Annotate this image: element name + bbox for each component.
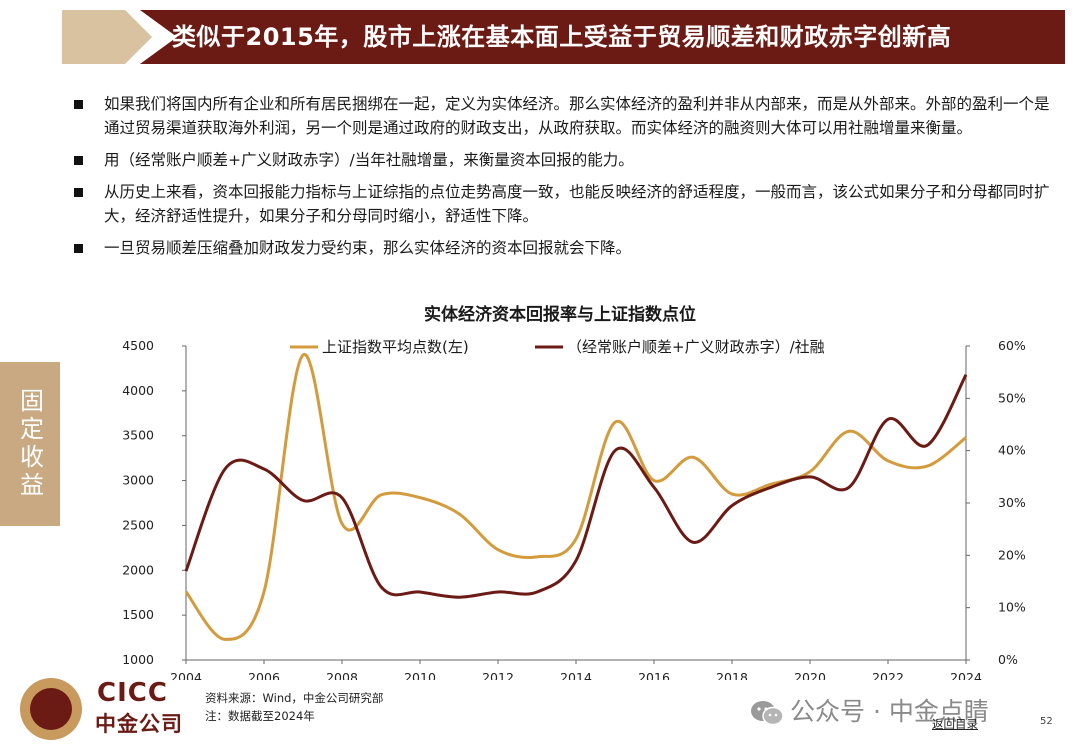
logo-text-cn: 中金公司 xyxy=(95,712,183,736)
x-tick-label: 2020 xyxy=(794,670,826,680)
y-right-tick-label: 30% xyxy=(998,495,1026,510)
watermark: 公众号 · 中金点睛 xyxy=(750,692,989,728)
bullet-text: 一旦贸易顺差压缩叠加财政发力受约束，那么实体经济的资本回报就会下降。 xyxy=(104,239,632,257)
bullet-item: 一旦贸易顺差压缩叠加财政发力受约束，那么实体经济的资本回报就会下降。 xyxy=(70,236,1060,260)
logo-text-en: CICC xyxy=(97,678,168,708)
header-accent-shape xyxy=(62,10,152,64)
bullet-square-icon xyxy=(74,188,83,197)
watermark-text: 公众号 · 中金点睛 xyxy=(790,697,989,726)
bullet-text: 从历史上来看，资本回报能力指标与上证综指的点位走势高度一致，也能反映经济的舒适程… xyxy=(104,183,1050,225)
chart-source-notes: 资料来源：Wind，中金公司研究部 注：数据截至2024年 xyxy=(205,689,383,725)
line-chart: 1000 1500 2000 2500 3000 3500 4000 4500 0% 10% 20%… xyxy=(122,338,1026,680)
x-tick-label: 2024 xyxy=(950,670,982,680)
y-left-tick-label: 3000 xyxy=(122,473,154,488)
x-tick-label: 2006 xyxy=(248,670,280,680)
y-right-tick-label: 60% xyxy=(998,338,1026,353)
chart-title: 实体经济资本回报率与上证指数点位 xyxy=(424,305,696,325)
section-side-tab-label: 固定收益 xyxy=(15,388,44,500)
bullet-text: 用（经常账户顺差+广义财政赤字）/当年社融增量，来衡量资本回报的能力。 xyxy=(104,151,634,169)
x-tick-label: 2010 xyxy=(404,670,436,680)
bullet-square-icon xyxy=(74,244,83,253)
series-line-2 xyxy=(184,374,968,599)
bullet-item: 用（经常账户顺差+广义财政赤字）/当年社融增量，来衡量资本回报的能力。 xyxy=(70,148,1060,172)
y-right-tick-label: 0% xyxy=(998,652,1018,667)
bullet-square-icon xyxy=(74,100,83,109)
bullet-item: 如果我们将国内所有企业和所有居民捆绑在一起，定义为实体经济。那么实体经济的盈利并… xyxy=(70,92,1060,140)
bullet-list: 如果我们将国内所有企业和所有居民捆绑在一起，定义为实体经济。那么实体经济的盈利并… xyxy=(70,92,1060,268)
back-to-contents-link[interactable]: 返回目录 xyxy=(932,717,978,731)
bullet-text: 如果我们将国内所有企业和所有居民捆绑在一起，定义为实体经济。那么实体经济的盈利并… xyxy=(104,95,1050,137)
bullet-square-icon xyxy=(74,156,83,165)
y-left-tick-label: 2500 xyxy=(122,517,154,532)
y-left-tick-label: 2000 xyxy=(122,562,154,577)
series-line-1 xyxy=(184,353,967,641)
cicc-logo-inner-icon xyxy=(30,688,72,730)
y-left-tick-label: 3500 xyxy=(122,428,154,443)
y-left-tick-label: 4500 xyxy=(122,338,154,353)
header-banner xyxy=(140,10,1065,64)
y-left-tick-label: 1000 xyxy=(122,652,154,667)
y-right-tick-label: 50% xyxy=(998,390,1026,405)
y-right-tick-label: 10% xyxy=(998,600,1026,615)
wechat-icon xyxy=(751,701,784,726)
x-tick-label: 2022 xyxy=(872,670,904,680)
x-tick-label: 2012 xyxy=(482,670,514,680)
y-right-tick-label: 20% xyxy=(998,547,1026,562)
legend-label-1: 上证指数平均点数(左) xyxy=(322,338,469,356)
y-left-tick-label: 1500 xyxy=(122,607,154,622)
note-text: 注：数据截至2024年 xyxy=(205,709,315,723)
page-title: 类似于2015年，股市上涨在基本面上受益于贸易顺差和财政赤字创新高 xyxy=(172,23,952,51)
source-text: 资料来源：Wind，中金公司研究部 xyxy=(205,691,384,705)
x-tick-label: 2016 xyxy=(638,670,670,680)
x-tick-label: 2008 xyxy=(326,670,358,680)
x-tick-label: 2014 xyxy=(560,670,592,680)
section-side-tab[interactable]: 固定收益 xyxy=(0,362,60,526)
legend-label-2: （经常账户顺差+广义财政赤字）/社融 xyxy=(567,338,825,356)
x-tick-label: 2004 xyxy=(170,670,202,680)
y-right-tick-label: 40% xyxy=(998,443,1026,458)
x-tick-label: 2018 xyxy=(716,670,748,680)
page-number: 52 xyxy=(1040,716,1053,727)
bullet-item: 从历史上来看，资本回报能力指标与上证综指的点位走势高度一致，也能反映经济的舒适程… xyxy=(70,180,1060,228)
y-left-tick-label: 4000 xyxy=(122,383,154,398)
